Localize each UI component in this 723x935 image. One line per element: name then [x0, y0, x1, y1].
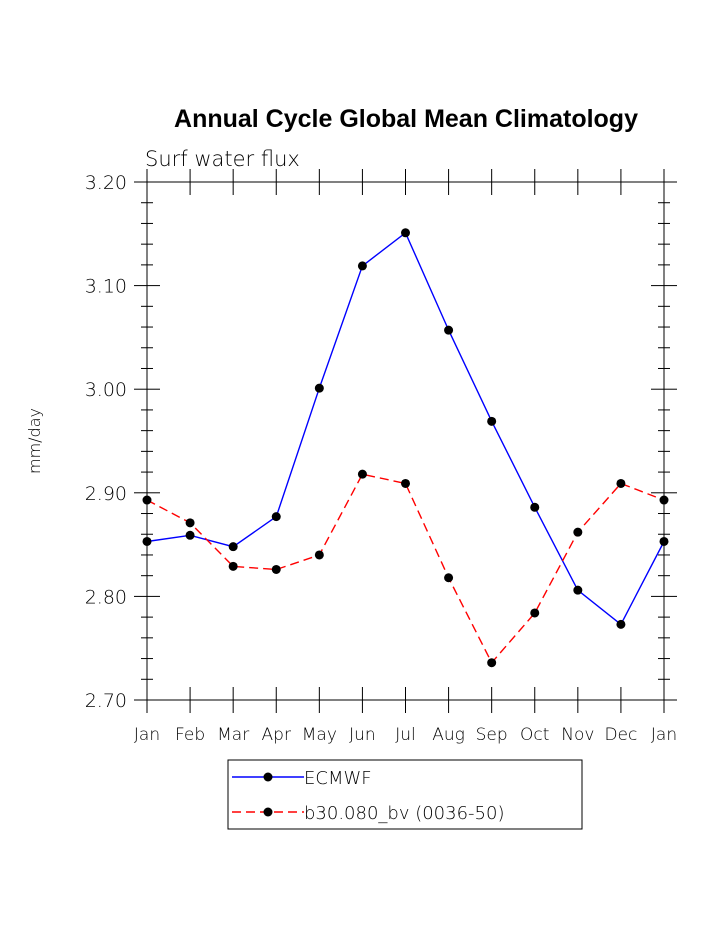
y-tick-label: 3.00 — [85, 379, 127, 401]
data-point-series-1 — [357, 469, 367, 479]
data-point-series-0 — [314, 383, 324, 393]
legend-marker-model — [263, 807, 273, 817]
data-point-series-1 — [659, 495, 669, 505]
y-tick-labels: 2.70 2.80 2.90 3.00 3.10 3.20 — [85, 172, 127, 712]
data-point-series-1 — [185, 518, 195, 528]
data-point-series-0 — [530, 502, 540, 512]
data-point-series-0 — [573, 585, 583, 595]
x-tick-label: Nov — [561, 725, 594, 745]
x-tick-label: Aug — [432, 725, 465, 745]
x-tick-label: Apr — [262, 725, 291, 745]
y-tick-label: 2.80 — [85, 586, 127, 608]
legend-label-model: b30.080_bv (0036-50) — [304, 803, 504, 824]
legend-label-ecmwf: ECMWF — [304, 768, 372, 789]
data-point-series-0 — [271, 512, 281, 522]
data-point-series-1 — [573, 527, 583, 537]
chart-subtitle: Surf water flux — [145, 147, 300, 171]
x-tick-label: Jun — [349, 725, 376, 745]
legend: ECMWF b30.080_bv (0036-50) — [227, 759, 583, 830]
data-point-series-1 — [142, 495, 152, 505]
data-point-series-0 — [616, 619, 626, 629]
data-point-series-1 — [314, 550, 324, 560]
data-point-series-0 — [659, 536, 669, 546]
x-tick-label: Sep — [476, 725, 508, 745]
data-point-series-1 — [444, 573, 454, 583]
legend-marker-ecmwf — [263, 772, 273, 782]
x-tick-label: May — [302, 725, 337, 745]
x-tick-label: Feb — [175, 725, 205, 745]
y-tick-label: 3.10 — [85, 276, 127, 298]
x-axis-ticks — [146, 169, 665, 713]
x-tick-label: Jan — [651, 725, 677, 745]
data-point-series-0 — [228, 542, 238, 552]
x-tick-labels: Jan Feb Mar Apr May Jun Jul Aug Sep Oct Nov Dec Jan — [134, 725, 677, 745]
data-point-series-0 — [357, 261, 367, 271]
data-point-series-1 — [401, 478, 410, 488]
series-line-0 — [146, 231, 665, 626]
x-tick-label: Dec — [604, 725, 637, 745]
y-axis-label: mm/day — [25, 408, 44, 474]
data-point-series-0 — [487, 416, 497, 426]
data-point-series-1 — [271, 564, 281, 574]
y-tick-label: 2.70 — [85, 690, 127, 712]
data-point-series-1 — [616, 478, 626, 488]
x-tick-label: Jan — [134, 725, 160, 745]
plot-frame — [146, 181, 665, 701]
data-point-series-0 — [142, 536, 152, 546]
data-point-series-0 — [444, 325, 454, 335]
data-point-series-0 — [185, 530, 195, 540]
series-lines — [146, 231, 665, 664]
data-point-series-1 — [530, 608, 540, 618]
y-axis-ticks — [134, 181, 677, 701]
x-tick-label: Jul — [395, 725, 416, 745]
chart-title: Annual Cycle Global Mean Climatology — [174, 105, 638, 133]
data-point-series-1 — [487, 658, 497, 668]
x-tick-label: Mar — [217, 725, 249, 745]
y-tick-label: 3.20 — [85, 172, 127, 194]
y-tick-label: 2.90 — [85, 483, 127, 505]
x-tick-label: Oct — [520, 725, 549, 745]
legend-box — [227, 759, 583, 830]
data-point-series-0 — [401, 228, 410, 238]
series-line-1 — [146, 473, 665, 664]
series-points — [142, 228, 669, 668]
data-point-series-1 — [228, 561, 238, 571]
